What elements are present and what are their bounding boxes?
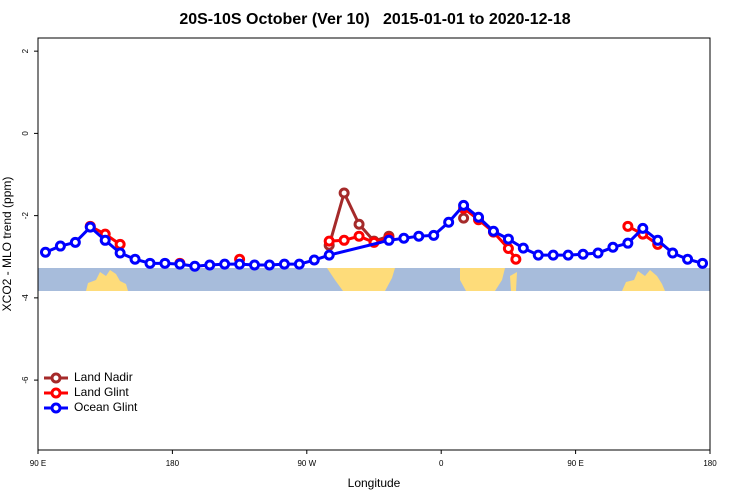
x-tick-label: 180 [703,459,717,468]
data-point [697,257,709,269]
data-point [622,220,634,232]
data-point [353,218,365,230]
data-point [323,235,335,247]
land-shape [622,270,665,291]
data-point [502,243,514,255]
data-point [99,234,111,246]
data-point [458,199,470,211]
legend-marker [50,387,62,399]
land-shape [460,268,505,291]
data-point [204,259,216,271]
data-point [458,212,470,224]
data-point [622,237,634,249]
data-point [293,258,305,270]
x-tick-label: 90 W [297,459,316,468]
x-tick-label: 90 E [30,459,46,468]
data-point [577,248,589,260]
data-point [517,242,529,254]
land-shape [510,272,517,291]
x-tick-label: 180 [166,459,180,468]
data-point [39,246,51,258]
data-point [308,254,320,266]
data-point [189,260,201,272]
data-point [428,229,440,241]
data-point [607,241,619,253]
data-point [159,257,171,269]
data-point [473,211,485,223]
legend-label: Ocean Glint [74,400,138,414]
data-point [547,249,559,261]
x-tick-label: 0 [439,459,444,468]
legend-label: Land Glint [74,385,129,399]
data-point [443,216,455,228]
data-point [398,232,410,244]
data-point [413,230,425,242]
data-point [69,236,81,248]
data-point [502,233,514,245]
y-axis-label: XCO2 - MLO trend (ppm) [0,177,14,312]
data-point [129,253,141,265]
data-point [592,247,604,259]
x-tick-label: 90 E [567,459,583,468]
data-point [54,240,66,252]
data-point [249,259,261,271]
land-shape [86,270,128,291]
x-axis-label: Longitude [348,476,401,490]
data-point [278,258,290,270]
data-point [667,247,679,259]
y-tick-label: 2 [21,48,30,53]
data-point [114,238,126,250]
data-point [338,234,350,246]
data-point [338,187,350,199]
data-point [562,249,574,261]
y-tick-label: -6 [21,376,30,384]
data-point [323,249,335,261]
data-point [532,249,544,261]
data-point [652,234,664,246]
data-point [637,222,649,234]
plot-frame [37,37,711,451]
data-point [682,253,694,265]
data-point [174,258,186,270]
data-point [234,258,246,270]
data-point [383,234,395,246]
data-point [487,225,499,237]
land-shape [327,268,395,291]
y-tick-label: -4 [21,294,30,302]
map-strip [38,268,710,291]
data-point [510,253,522,265]
y-tick-label: -2 [21,212,30,220]
chart-title: 20S-10S October (Ver 10) 2015-01-01 to 2… [179,11,570,28]
data-point [144,257,156,269]
legend-marker [50,402,62,414]
data-point [84,221,96,233]
legend-label: Land Nadir [74,370,133,384]
data-point [219,258,231,270]
data-point [263,259,275,271]
y-tick-label: 0 [21,131,30,136]
data-point [114,247,126,259]
legend-marker [50,372,62,384]
series-line [89,207,659,261]
data-point [353,230,365,242]
